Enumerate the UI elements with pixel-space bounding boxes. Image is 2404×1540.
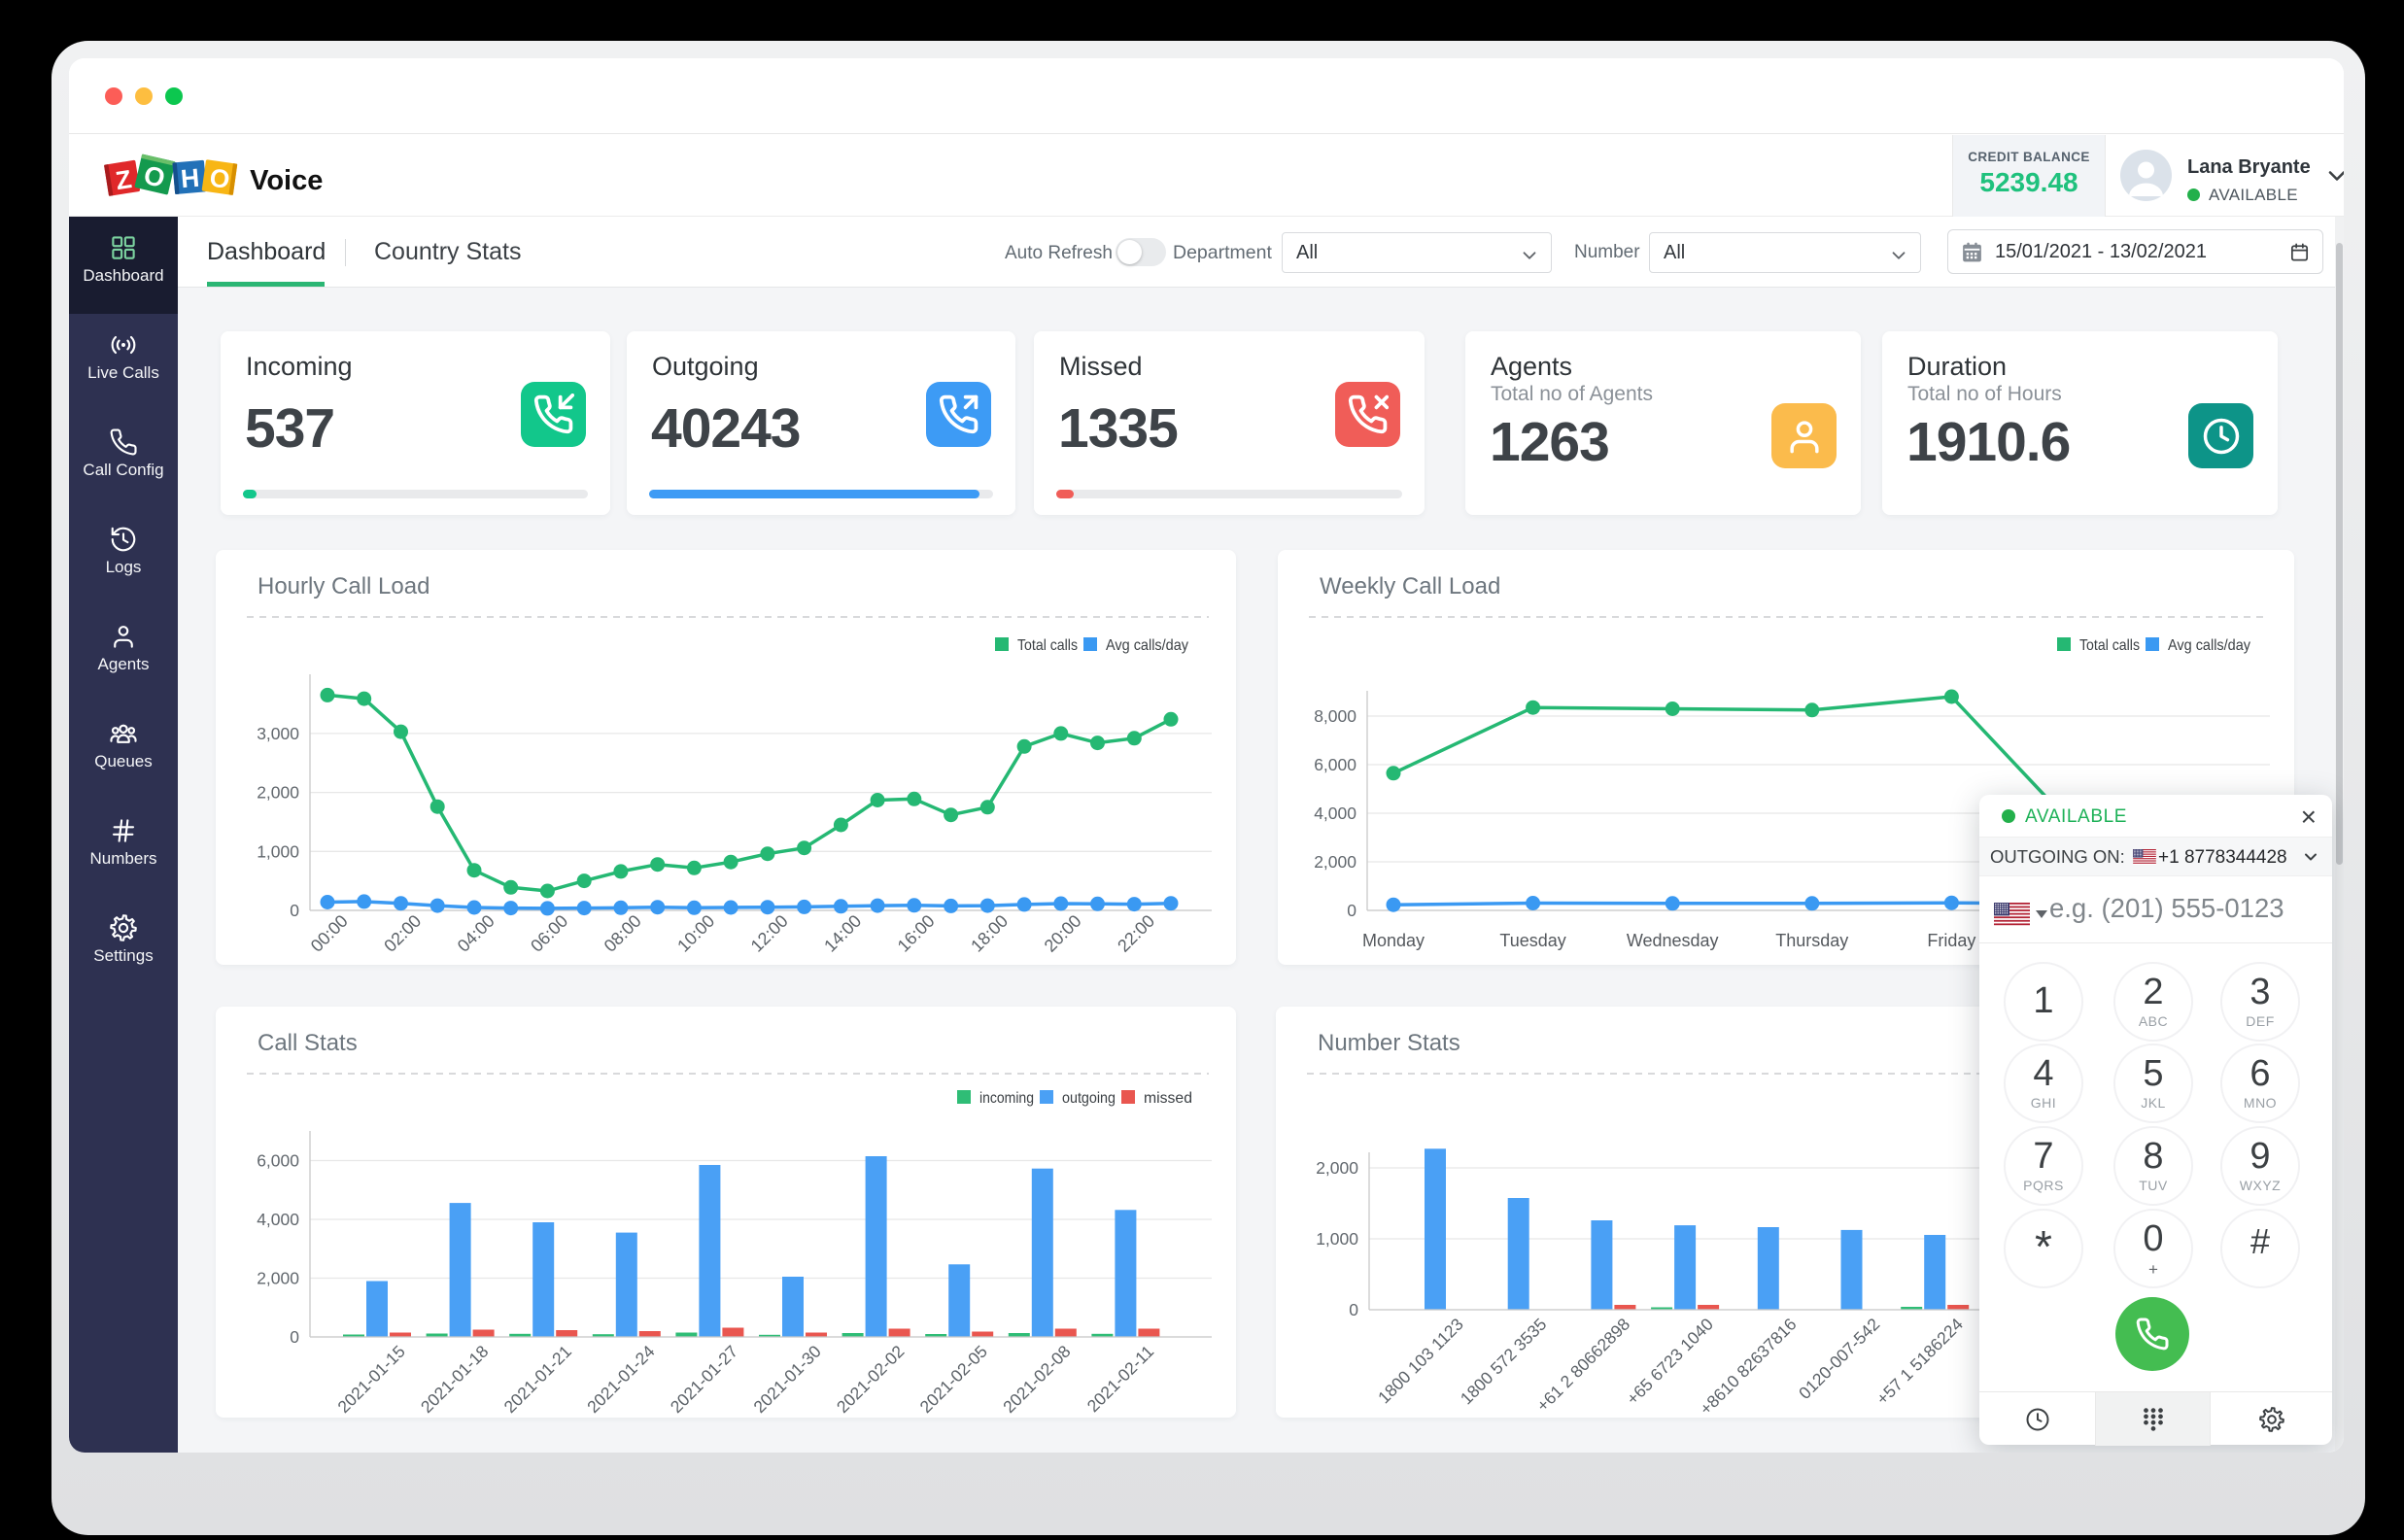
svg-text:10:00: 10:00 — [673, 911, 718, 956]
svg-text:16:00: 16:00 — [894, 911, 939, 956]
svg-text:22:00: 22:00 — [1114, 911, 1158, 956]
svg-text:1,000: 1,000 — [1316, 1229, 1358, 1249]
svg-text:1800 572 3535: 1800 572 3535 — [1457, 1315, 1551, 1409]
svg-text:Total calls: Total calls — [1017, 637, 1078, 654]
svg-text:4,000: 4,000 — [1314, 804, 1357, 823]
svg-text:Avg calls/day: Avg calls/day — [2168, 637, 2250, 654]
svg-text:00:00: 00:00 — [307, 911, 352, 956]
svg-text:2021-01-18: 2021-01-18 — [417, 1342, 492, 1417]
svg-text:2021-01-30: 2021-01-30 — [749, 1342, 825, 1418]
svg-text:2,000: 2,000 — [257, 783, 299, 803]
svg-text:8,000: 8,000 — [1314, 706, 1357, 726]
svg-text:0: 0 — [290, 901, 299, 920]
svg-text:18:00: 18:00 — [967, 911, 1012, 956]
svg-text:Monday: Monday — [1362, 931, 1425, 950]
svg-text:Z: Z — [114, 164, 134, 195]
svg-text:04:00: 04:00 — [454, 911, 498, 956]
svg-text:Friday: Friday — [1927, 931, 1975, 950]
svg-text:12:00: 12:00 — [747, 911, 792, 956]
svg-text:Total calls: Total calls — [2079, 637, 2140, 654]
svg-text:2021-02-02: 2021-02-02 — [833, 1342, 908, 1417]
svg-text:O: O — [208, 162, 232, 194]
svg-text:6,000: 6,000 — [257, 1151, 299, 1171]
svg-text:20:00: 20:00 — [1041, 911, 1085, 956]
svg-text:2,000: 2,000 — [257, 1269, 299, 1288]
svg-text:2021-02-11: 2021-02-11 — [1083, 1342, 1158, 1417]
svg-text:02:00: 02:00 — [380, 911, 425, 956]
svg-text:Voice: Voice — [250, 165, 323, 196]
svg-text:Thursday: Thursday — [1775, 931, 1848, 950]
svg-text:2021-02-05: 2021-02-05 — [916, 1342, 991, 1417]
svg-text:0: 0 — [290, 1327, 299, 1347]
svg-text:incoming: incoming — [979, 1090, 1034, 1107]
svg-text:06:00: 06:00 — [527, 911, 571, 956]
svg-text:0: 0 — [1347, 901, 1357, 920]
svg-text:2,000: 2,000 — [1314, 852, 1357, 872]
svg-text:1,000: 1,000 — [257, 841, 299, 861]
svg-text:Avg calls/day: Avg calls/day — [1106, 637, 1188, 654]
svg-text:2021-01-24: 2021-01-24 — [583, 1342, 659, 1418]
svg-text:+65 6723 1040: +65 6723 1040 — [1623, 1315, 1717, 1409]
svg-text:14:00: 14:00 — [820, 911, 865, 956]
svg-text:H: H — [180, 163, 201, 194]
svg-text:0: 0 — [1349, 1300, 1358, 1319]
svg-text:missed: missed — [1144, 1090, 1192, 1107]
svg-text:1800 103 1123: 1800 103 1123 — [1374, 1315, 1467, 1408]
svg-text:6,000: 6,000 — [1314, 755, 1357, 774]
svg-text:2021-01-21: 2021-01-21 — [500, 1342, 575, 1417]
svg-text:0120-007-542: 0120-007-542 — [1795, 1315, 1883, 1403]
svg-text:2021-02-08: 2021-02-08 — [999, 1342, 1074, 1417]
svg-text:2021-01-27: 2021-01-27 — [667, 1342, 741, 1417]
svg-text:3,000: 3,000 — [257, 724, 299, 743]
svg-text:+57 1 5186224: +57 1 5186224 — [1872, 1315, 1967, 1409]
svg-text:outgoing: outgoing — [1062, 1090, 1116, 1107]
svg-text:4,000: 4,000 — [257, 1210, 299, 1229]
svg-text:08:00: 08:00 — [601, 911, 645, 956]
svg-text:2,000: 2,000 — [1316, 1158, 1358, 1178]
svg-text:Wednesday: Wednesday — [1627, 931, 1719, 950]
svg-text:Tuesday: Tuesday — [1499, 931, 1565, 950]
svg-text:2021-01-15: 2021-01-15 — [333, 1342, 408, 1417]
